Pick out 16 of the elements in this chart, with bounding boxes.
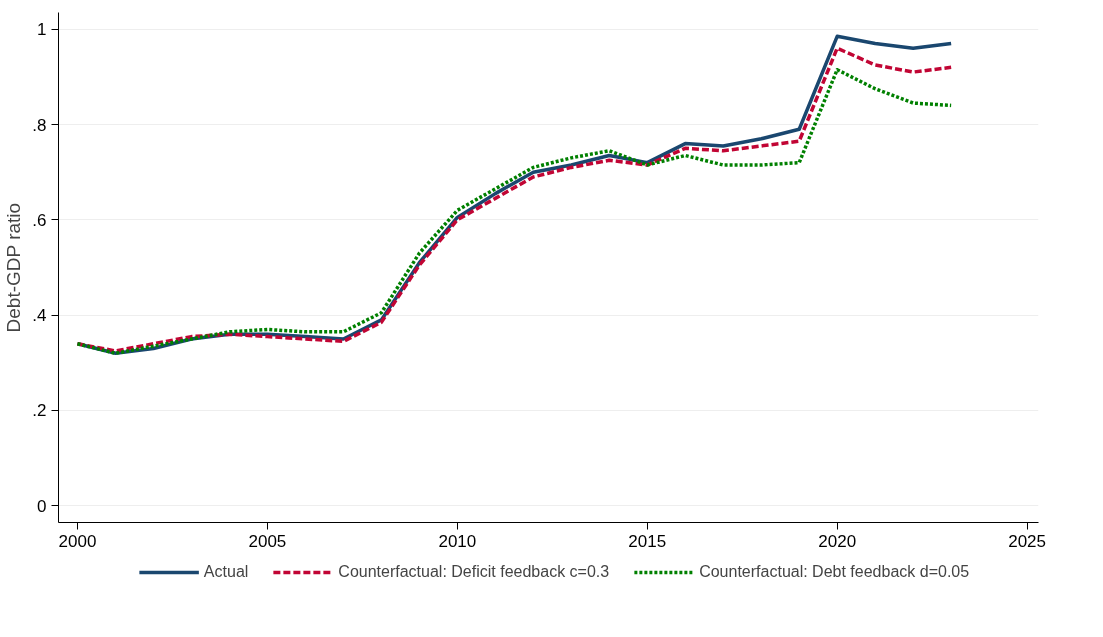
x-tick-label: 2015 xyxy=(628,531,667,551)
y-tick-label: 1 xyxy=(37,20,47,40)
x-tick-label: 2010 xyxy=(438,531,477,551)
y-tick-label: .8 xyxy=(32,115,47,135)
y-tick-label: .6 xyxy=(32,210,47,230)
x-tick-label: 2025 xyxy=(1008,531,1047,551)
legend-label: Actual xyxy=(203,562,249,581)
y-axis-title: Debt-GDP ratio xyxy=(3,202,25,333)
x-tick-label: 2000 xyxy=(58,531,97,551)
legend-label: Counterfactual: Debt feedback d=0.05 xyxy=(699,562,970,581)
y-tick-label: .2 xyxy=(32,401,47,421)
y-tick-label: 0 xyxy=(37,496,47,516)
x-tick-label: 2005 xyxy=(248,531,287,551)
legend-label: Counterfactual: Deficit feedback c=0.3 xyxy=(338,562,610,581)
x-tick-label: 2020 xyxy=(818,531,857,551)
y-tick-label: .4 xyxy=(32,306,47,326)
